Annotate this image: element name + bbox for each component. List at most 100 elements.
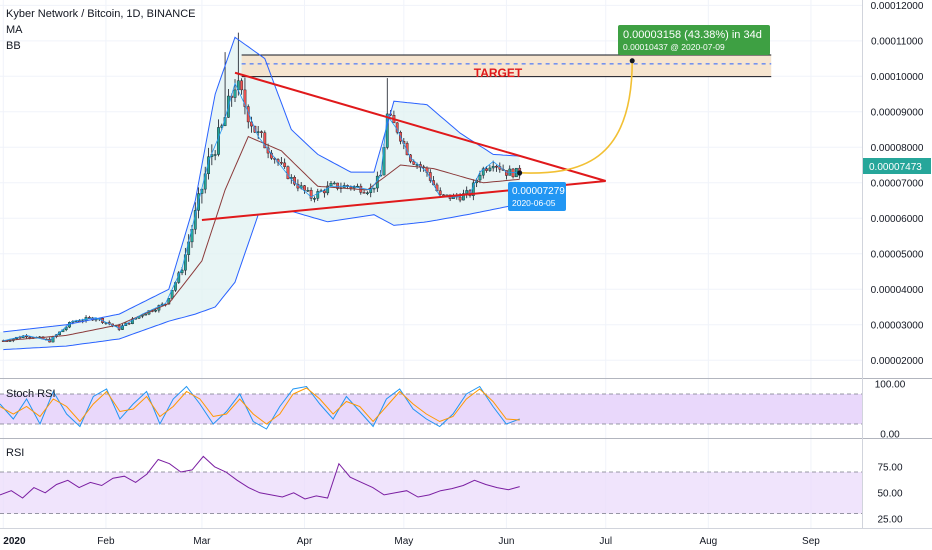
candle-body (260, 131, 263, 133)
target-badge-main: 0.00003158 (43.38%) in 34d (623, 29, 762, 41)
candle-body (154, 309, 157, 312)
time-tick-label: Feb (97, 536, 115, 547)
projection-curve (519, 60, 634, 174)
candle-body (442, 194, 445, 196)
rsi-tick-label: 75.00 (877, 462, 902, 473)
stoch-rsi-title[interactable]: Stoch RSI (6, 388, 56, 400)
price-tick-label: 0.00012000 (871, 1, 924, 12)
rsi-pane (0, 455, 862, 514)
target-badge: 0.00003158 (43.38%) in 34d 0.00010437 @ … (618, 25, 770, 55)
time-tick-label: Jun (498, 536, 514, 547)
candle-body (25, 335, 28, 338)
candle-body (412, 161, 416, 165)
candle-body (369, 188, 373, 193)
indicator-ma-label[interactable]: MA (6, 24, 23, 36)
current-point-box (508, 182, 566, 211)
candle-body (263, 132, 267, 149)
candle-body (336, 182, 340, 189)
price-tick-label: 0.00003000 (871, 320, 924, 331)
candle-body (170, 290, 174, 299)
candle-body (362, 192, 366, 194)
moving-average-line (3, 135, 520, 342)
target-zone-rect (241, 55, 772, 77)
time-tick-label: May (394, 536, 413, 547)
price-tick-label: 0.00011000 (871, 36, 924, 47)
time-tick-label: Apr (297, 536, 313, 547)
price-tick-label: 0.00008000 (871, 143, 924, 154)
price-tick-label: 0.00005000 (871, 249, 924, 260)
candle-body (127, 322, 131, 325)
triangle-upper-trendline (234, 71, 607, 182)
candle-body (491, 165, 495, 169)
candle-body (372, 187, 376, 190)
candle-body (366, 192, 369, 194)
candle-body (309, 189, 313, 199)
time-tick-label: Aug (699, 536, 717, 547)
target-badge-box (618, 25, 770, 55)
stoch-tick-label: 0.00 (880, 430, 900, 441)
candle-body (316, 191, 320, 199)
candle-body (256, 131, 260, 133)
candle-body (240, 80, 244, 91)
last-price-box (863, 158, 931, 174)
time-tick-label: Sep (802, 536, 820, 547)
candle-body (217, 127, 220, 155)
rsi-tick-label: 25.00 (877, 514, 902, 525)
price-tick-label: 0.00006000 (871, 214, 924, 225)
candle-body (332, 182, 336, 185)
price-tick-label: 0.00010000 (871, 72, 924, 83)
rsi-band-fill (0, 472, 862, 514)
candle-body (462, 193, 465, 201)
candle-body (243, 89, 247, 107)
rsi-tick-label: 50.00 (877, 488, 902, 499)
bollinger-band-fill (0, 37, 520, 350)
rsi-title[interactable]: RSI (6, 447, 24, 459)
fast-line (3, 82, 520, 342)
candle-body (465, 190, 469, 194)
candle-body (326, 185, 330, 194)
candle-body (485, 168, 488, 171)
target-label: TARGET (474, 66, 523, 80)
current-point-badge: 0.00007279 2020-06-05 (508, 182, 566, 211)
candle-body (488, 167, 492, 171)
last-price-tag: 0.00007473 (863, 158, 931, 174)
time-tick-label: Mar (193, 536, 211, 547)
time-tick-label: 2020 (3, 536, 26, 547)
stoch-k-line (0, 385, 520, 430)
candle-body (213, 154, 217, 156)
stoch-rsi-pane (0, 385, 862, 430)
bollinger-fill (0, 37, 520, 350)
indicator-bb-label[interactable]: BB (6, 40, 21, 52)
candle-body (246, 106, 250, 123)
bollinger-upper-line (3, 36, 520, 333)
candle-body (495, 165, 498, 168)
price-tick-label: 0.00002000 (871, 356, 924, 367)
candle-body (329, 183, 333, 187)
projection-start-point (517, 170, 523, 176)
price-tick-label: 0.00007000 (871, 178, 924, 189)
candle-body (144, 313, 148, 316)
time-axis[interactable]: 2020 Feb Mar Apr May Jun Jul Aug Sep (3, 536, 820, 547)
candle-body (279, 162, 283, 164)
candle-body (505, 170, 508, 176)
candle-body (121, 325, 124, 330)
rsi-line (0, 455, 520, 500)
candle-body (286, 166, 290, 179)
candle-body (481, 168, 485, 176)
candle-body (28, 336, 32, 339)
projection-end-point (629, 58, 635, 64)
stoch-tick-label: 100.00 (875, 380, 906, 391)
target-zone (241, 54, 772, 78)
stoch-d-line (0, 387, 520, 425)
candle-body (349, 186, 353, 189)
candle-body (283, 162, 287, 167)
candle-body (438, 190, 442, 195)
candle-body (458, 196, 462, 201)
price-tick-label: 0.00009000 (871, 107, 924, 118)
target-badge-sub: 0.00010437 @ 2020-07-09 (623, 42, 725, 52)
last-price-value: 0.00007473 (869, 162, 922, 173)
price-axis[interactable]: 0.00002000 0.00003000 0.00004000 0.00005000… (871, 1, 924, 525)
chart-title: Kyber Network / Bitcoin, 1D, BINANCE (6, 8, 196, 20)
